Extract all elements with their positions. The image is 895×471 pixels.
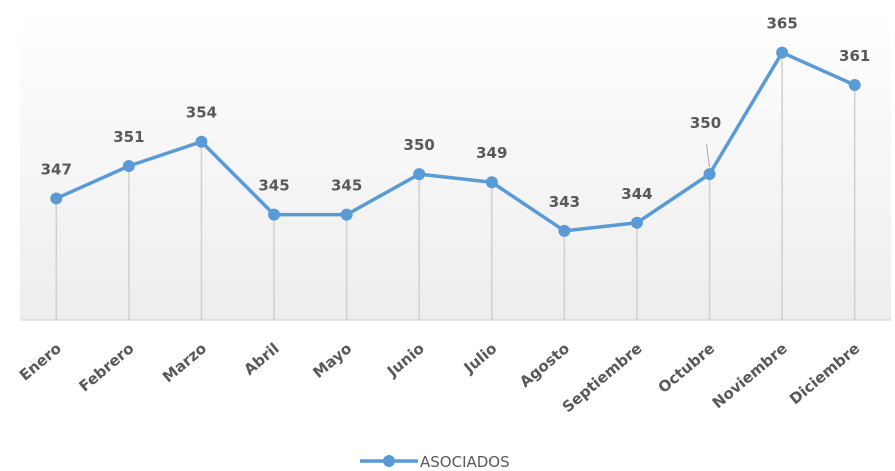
data-label: 354 <box>186 104 217 122</box>
data-point <box>195 135 208 148</box>
data-label: 345 <box>331 177 362 195</box>
plot-background <box>20 8 891 320</box>
data-point <box>268 208 281 221</box>
x-tick-label: Julio <box>460 339 501 377</box>
data-point <box>630 216 643 229</box>
data-label: 343 <box>549 193 580 211</box>
series-line <box>55 50 856 233</box>
data-point <box>558 224 571 237</box>
x-tick-label: Marzo <box>159 339 210 386</box>
x-tick-label: Febrero <box>75 339 137 395</box>
x-tick-label: Septiembre <box>559 339 646 416</box>
data-point <box>50 192 63 205</box>
leader-line <box>706 144 711 168</box>
data-point <box>776 46 789 59</box>
x-tick-label: Abril <box>240 339 282 379</box>
x-tick-label: Octubre <box>655 339 719 396</box>
data-label: 345 <box>258 177 289 195</box>
data-label: 350 <box>404 136 435 154</box>
x-tick-label: Enero <box>16 339 65 384</box>
x-tick-label: Diciembre <box>786 339 863 408</box>
data-point <box>703 168 716 181</box>
data-point <box>413 168 426 181</box>
x-tick-label: Mayo <box>309 339 355 382</box>
data-point <box>485 176 498 189</box>
x-tick-label: Noviembre <box>709 339 791 412</box>
data-label: 350 <box>690 114 721 132</box>
x-tick-label: Junio <box>383 339 428 381</box>
data-point <box>848 78 861 91</box>
data-label: 365 <box>766 15 797 33</box>
data-label: 349 <box>476 144 507 162</box>
legend-label: ASOCIADOS <box>420 453 510 471</box>
data-label: 351 <box>113 128 144 146</box>
data-point <box>340 208 353 221</box>
data-label: 361 <box>839 47 870 65</box>
x-tick-label: Agosto <box>516 339 573 391</box>
data-point <box>122 160 135 173</box>
data-label: 347 <box>41 160 72 178</box>
legend-marker <box>383 455 395 467</box>
data-label: 344 <box>621 185 652 203</box>
